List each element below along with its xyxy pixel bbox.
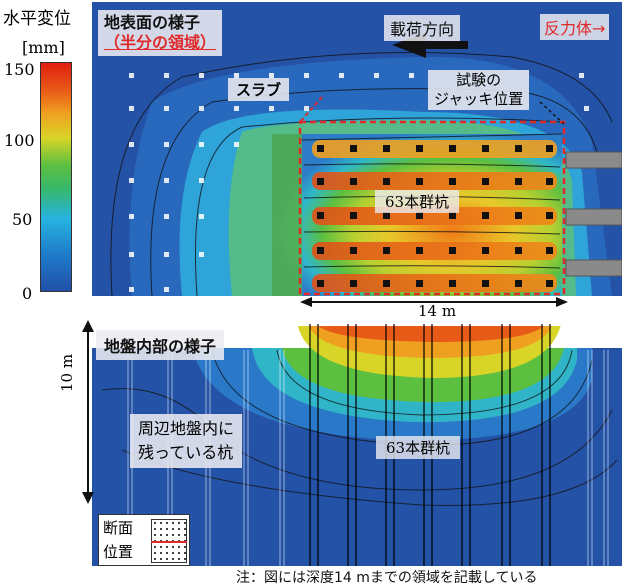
pile-rows [312, 140, 557, 292]
slab-leader [299, 96, 323, 123]
surface-title: 地表面の様子 （半分の領域） [98, 10, 223, 56]
contour-lines [110, 52, 613, 296]
legend-line1: 断面 [103, 519, 134, 537]
colorbar-tick-150: 150 [4, 60, 35, 79]
colorbar-tick-0: 0 [22, 284, 33, 303]
depth-dimension [80, 320, 96, 504]
surface-plot [92, 2, 622, 296]
section-pile-group-label: 63本群杭 [376, 436, 461, 459]
width-label: 14 m [418, 302, 457, 320]
reaction-blocks [565, 151, 622, 277]
colorbar-tick-100: 100 [4, 131, 35, 150]
slab-label: スラブ [228, 78, 290, 101]
pile-markers [317, 145, 553, 287]
colorbar [40, 62, 72, 292]
slab-outline [298, 120, 566, 296]
surface-title-text: 地表面の様子 [104, 13, 201, 32]
reaction-arrow-icon: → [592, 19, 606, 38]
legend-line2: 位置 [103, 543, 134, 561]
width-dimension [300, 296, 568, 318]
colorbar-tick-50: 50 [12, 210, 33, 229]
reaction-label: 反力体→ [540, 14, 610, 40]
reaction-text: 反力体 [544, 19, 593, 38]
grid-markers [129, 73, 589, 292]
load-direction-label: 載荷方向 [384, 15, 461, 41]
surface-pile-group-label: 63本群杭 [375, 190, 460, 213]
jack-label: 試験の ジャッキ位置 [428, 70, 530, 110]
legend-section-line [151, 541, 187, 543]
depth-arrow-svg [82, 320, 94, 504]
section-legend: 断面 位置 [98, 514, 190, 566]
depth-label: 10 m [58, 353, 76, 392]
footnote: 注：図には深度14 mまでの領域を記載している [236, 570, 538, 586]
colorbar-unit: [mm] [22, 38, 65, 57]
surface-contour-svg [92, 2, 622, 296]
colorbar-title: 水平変位 [3, 9, 71, 29]
width-arrow-svg [300, 297, 568, 307]
surrounding-piles-label: 周辺地盤内に 残っている杭 [130, 414, 243, 468]
section-title: 地盤内部の様子 [96, 330, 225, 360]
surface-subtitle-text: （半分の領域） [104, 33, 217, 52]
